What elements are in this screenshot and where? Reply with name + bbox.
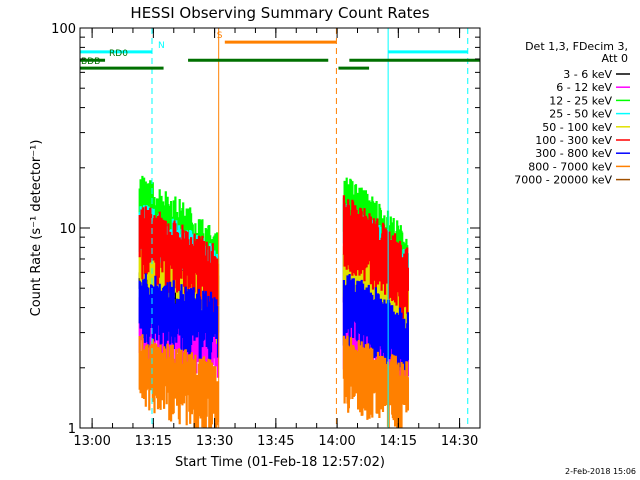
legend-label-5: 100 - 300 keV (535, 134, 612, 147)
flag-label-rd0: RD0 (109, 49, 128, 59)
chart-title: HESSI Observing Summary Count Rates (130, 4, 429, 22)
x-tick-label-3: 13:45 (257, 434, 294, 449)
legend-label-6: 300 - 800 keV (535, 147, 612, 160)
legend-title-line-1: Det 1,3, FDecim 3, (525, 40, 628, 53)
legend-label-2: 12 - 25 keV (549, 94, 612, 107)
flag-label-s: S (217, 31, 223, 41)
legend-label-8: 7000 - 20000 keV (514, 174, 612, 187)
legend-label-4: 50 - 100 keV (542, 121, 612, 134)
y-tick-label-1: 10 (59, 222, 76, 237)
x-axis-label: Start Time (01-Feb-18 12:57:02) (175, 455, 385, 470)
legend-title-line-2: Att 0 (602, 52, 628, 65)
x-tick-label-1: 13:15 (135, 434, 172, 449)
x-tick-label-0: 13:00 (73, 434, 110, 449)
legend-label-3: 25 - 50 keV (549, 108, 612, 121)
footer-date: 2-Feb-2018 15:06 (565, 467, 636, 476)
series-trace-6-1 (342, 274, 409, 382)
y-tick-label-0: 1 (68, 422, 76, 437)
legend-label-0: 3 - 6 keV (563, 68, 612, 81)
flag-label-n: N (158, 41, 165, 51)
flag-label-bdb: BDB (81, 57, 100, 67)
series-trace-5-1 (342, 195, 409, 319)
y-axis-label: Count Rate (s⁻¹ detector⁻¹) (29, 140, 44, 317)
series-trace-7-0 (138, 334, 220, 428)
y-tick-label-2: 100 (51, 22, 76, 37)
legend-label-7: 800 - 7000 keV (528, 160, 612, 173)
series-trace-7-1 (342, 335, 409, 428)
series-trace-5-0 (138, 206, 220, 318)
x-tick-label-5: 14:15 (380, 434, 417, 449)
legend-label-1: 6 - 12 keV (556, 81, 612, 94)
series-trace-6-0 (138, 273, 220, 363)
x-tick-label-4: 14:00 (318, 434, 355, 449)
x-tick-label-2: 13:30 (196, 434, 233, 449)
x-tick-label-6: 14:30 (441, 434, 478, 449)
